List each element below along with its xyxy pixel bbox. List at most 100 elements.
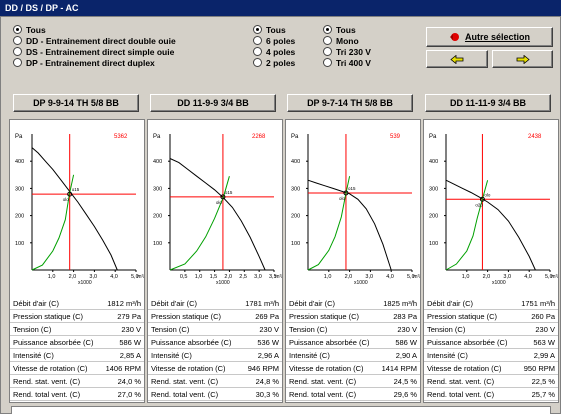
point-label: olo [339,196,346,201]
y-axis-label: Pa [153,134,161,140]
radio-icon [13,47,22,56]
y-axis-label: Pa [291,134,299,140]
x-tick-label: 0,5 [180,274,188,280]
y-tick-label: 200 [429,214,438,220]
spec-value: 586 W [395,338,417,347]
spec-value: 1751 m³/h [521,299,555,308]
y-tick-label: 300 [429,186,438,192]
spec-value: 1825 m³/h [383,299,417,308]
red-back-arrow-icon [449,33,459,41]
spec-value: 1414 RPM [381,364,417,373]
corner-label: 539 [390,134,401,140]
option-label: Tous [336,24,356,35]
x-tick-label: 2,0 [69,274,77,280]
spec-row: Débit d'air (C) 1781 m³/h [148,297,282,310]
voltage-option-mono[interactable]: Mono [323,35,371,46]
spec-label: Rend. total vent. (C) [151,390,219,399]
radio-icon [13,36,22,45]
next-button[interactable] [492,50,553,68]
spec-label: Rend. stat. vent. (C) [289,377,357,386]
radio-icon [13,25,22,34]
system-curve [169,176,230,271]
spec-row: Intensité (C) 2,85 A [10,349,144,362]
y-tick-label: 300 [153,186,162,192]
x-tick-label: 2,0 [483,274,491,280]
spec-value: 30,3 % [255,390,279,399]
previous-button[interactable] [426,50,488,68]
specs-table: Débit d'air (C) 1812 m³/h Pression statiqu… [10,297,144,401]
type-option-ds[interactable]: DS - Entrainement direct simple ouie [13,46,176,57]
x-unit-label: m³/h [551,274,558,280]
spec-row: Rend. total vent. (C) 29,6 % [286,388,420,401]
card-title-button[interactable]: DP 9-9-14 TH 5/8 BB [13,94,139,112]
radio-icon [253,47,262,56]
window-title: DD / DS / DP - AC [0,0,561,16]
spec-row: Rend. total vent. (C) 30,3 % [148,388,282,401]
fan-curve-chart[interactable]: Pa 5362 100 200 300 400 1,0 2,0 3,0 4,0 5,0m³/h x10… [10,120,144,290]
spec-value: 27,0 % [117,390,141,399]
option-label: 4 poles [266,46,296,57]
voltage-option-tous[interactable]: Tous [323,24,371,35]
poles-radio-group: Tous 6 poles 4 poles 2 poles [253,24,295,68]
spec-value: 2,99 A [533,351,555,360]
option-label: Tous [26,24,46,35]
spec-value: 950 RPM [523,364,555,373]
voltage-option-tri230[interactable]: Tri 230 V [323,46,371,57]
radio-icon [253,25,262,34]
type-option-tous[interactable]: Tous [13,24,176,35]
spec-row: Tension (C) 230 V [10,323,144,336]
option-label: Tous [266,24,286,35]
poles-option-2[interactable]: 2 poles [253,57,295,68]
spec-row: Puissance absorbée (C) 586 W [10,336,144,349]
type-option-dd[interactable]: DD - Entrainement direct double ouie [13,35,176,46]
fan-curve-chart[interactable]: Pa 539 100 200 300 400 1,0 2,0 3,0 4,0 5,0m³/h x100… [286,120,420,290]
card-title-button[interactable]: DP 9-7-14 TH 5/8 BB [287,94,413,112]
voltage-option-tri400[interactable]: Tri 400 V [323,57,371,68]
spec-row: Rend. stat. vent. (C) 24,0 % [10,375,144,388]
spec-row: Tension (C) 230 V [286,323,420,336]
right-arrow-icon [516,54,530,64]
spec-value: 563 W [533,338,555,347]
operating-point [343,190,349,196]
operating-point [479,196,485,202]
x-unit-label: m³/h [137,274,144,280]
spec-value: 230 V [535,325,555,334]
other-selection-button[interactable]: Autre sélection [426,27,553,47]
corner-label: 2268 [252,134,266,140]
card-title-button[interactable]: DD 11-11-9 3/4 BB [425,94,551,112]
spec-value: 279 Pa [117,312,141,321]
fan-curve-chart[interactable]: Pa 2268 100 200 300 400 0,5 1,0 1,5 2,0 2,5 3,0 3,5m… [148,120,282,290]
y-tick-label: 100 [429,241,438,247]
x-tick-label: 3,5 [269,274,277,280]
y-tick-label: 400 [291,159,300,165]
y-tick-label: 300 [15,186,24,192]
spec-row: Pression statique (C) 260 Pa [424,310,558,323]
spec-label: Puissance absorbée (C) [289,338,370,347]
spec-row: Tension (C) 230 V [148,323,282,336]
card-title-button[interactable]: DD 11-9-9 3/4 BB [150,94,276,112]
x-tick-label: 4,0 [386,274,394,280]
x-unit-label: m³/h [413,274,420,280]
spec-value: 1781 m³/h [245,299,279,308]
fan-curve [445,179,536,271]
option-label: DD - Entrainement direct double ouie [26,35,176,46]
fan-panel: Pa 5362 100 200 300 400 1,0 2,0 3,0 4,0 5,0m³/h x10… [9,119,145,403]
x-tick-label: 3,0 [503,274,511,280]
spec-label: Rend. total vent. (C) [427,390,495,399]
spec-row: Vitesse de rotation (C) 1406 RPM [10,362,144,375]
spec-value: 2,96 A [257,351,279,360]
spec-row: Puissance absorbée (C) 586 W [286,336,420,349]
fan-curve-chart[interactable]: Pa 2438 100 200 300 400 1,0 2,0 3,0 4,0 5,0m³/h x10… [424,120,558,290]
spec-row: Puissance absorbée (C) 536 W [148,336,282,349]
radio-icon [13,58,22,67]
x-axis-label: x1000 [492,280,506,286]
x-axis-label: x1000 [354,280,368,286]
type-option-dp[interactable]: DP - Entrainement direct duplex [13,57,176,68]
poles-option-4[interactable]: 4 poles [253,46,295,57]
poles-option-tous[interactable]: Tous [253,24,295,35]
spec-value: 2,90 A [395,351,417,360]
poles-option-6[interactable]: 6 poles [253,35,295,46]
x-tick-label: 4,0 [110,274,118,280]
spec-value: 269 Pa [255,312,279,321]
spec-label: Intensité (C) [151,351,192,360]
